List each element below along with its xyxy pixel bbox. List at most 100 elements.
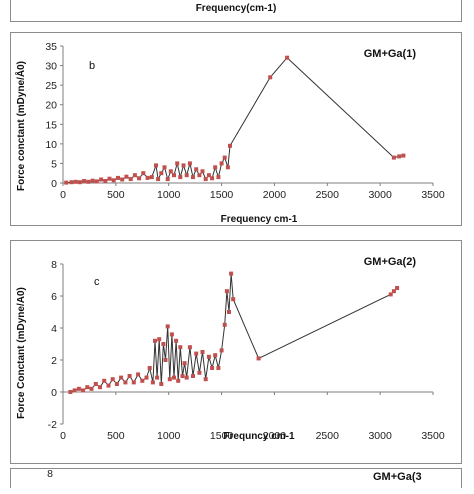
chart-b-point xyxy=(391,155,396,160)
chart-c-point xyxy=(169,332,174,337)
chart-b-point xyxy=(141,171,146,176)
chart-b-point xyxy=(178,175,183,180)
chart-c-point xyxy=(159,382,164,386)
chart-c-point xyxy=(131,380,136,385)
chart-b-x-tick-label: 500 xyxy=(107,189,125,201)
top-panel: Frequency(cm-1) xyxy=(10,0,462,22)
chart-b-svg: 0 500 1000 1500 2000 2500 3000 3500 0 5 10 15 20 25 30… xyxy=(14,41,445,225)
chart-b-y-tick-label: 20 xyxy=(45,100,57,112)
chart-b-ylabel: Force conctant (mDyne/Å0) xyxy=(14,61,27,191)
chart-c-point xyxy=(110,377,115,382)
chart-panel-c: 0 500 1000 1500 2000 2500 3000 3500 -2 0 2 4 6 8 c GM… xyxy=(10,240,462,464)
chart-c-axes xyxy=(62,264,433,424)
chart-c-point xyxy=(182,361,187,366)
chart-c-point xyxy=(256,356,261,361)
chart-b-point xyxy=(116,175,120,180)
chart-c-point xyxy=(140,378,145,383)
chart-d-ytick: 8 xyxy=(47,469,53,480)
chart-b-point xyxy=(168,169,173,174)
chart-c-series-line xyxy=(70,273,398,393)
chart-b-y-tick-label: 35 xyxy=(45,41,57,53)
chart-c-point xyxy=(163,358,168,362)
chart-b-point xyxy=(285,55,290,60)
chart-c-ylabel: Force Conctant (mDyne/A0) xyxy=(16,287,27,419)
chart-c-point xyxy=(224,289,229,294)
chart-b-point xyxy=(94,179,99,184)
chart-c-point xyxy=(227,310,231,314)
chart-c-point xyxy=(194,351,199,356)
chart-b-point xyxy=(401,153,406,158)
chart-c-point xyxy=(167,377,172,382)
chart-b-y-tick-label: 10 xyxy=(45,139,57,151)
chart-b-x-tick-label: 1000 xyxy=(157,189,181,201)
chart-c-y-tick-label: 4 xyxy=(51,323,57,335)
chart-b-point xyxy=(181,163,186,168)
chart-c-markers xyxy=(68,271,400,394)
chart-c-point xyxy=(155,375,160,380)
chart-c-point xyxy=(391,289,396,294)
chart-b-point xyxy=(197,173,202,178)
chart-b-panel-letter: b xyxy=(89,60,95,72)
chart-c-point xyxy=(144,375,149,380)
chart-c-x-tick-label: 3500 xyxy=(421,430,445,442)
chart-c-point xyxy=(68,390,73,394)
chart-b-x-tick-label: 0 xyxy=(60,189,66,201)
chart-c-x-tick-label: 2000 xyxy=(263,430,287,442)
chart-c-point xyxy=(81,388,86,393)
chart-c-point xyxy=(172,375,176,380)
chart-b-point xyxy=(64,180,69,185)
chart-b-point xyxy=(268,75,273,80)
chart-c-point xyxy=(206,354,211,359)
chart-b-point xyxy=(99,177,104,182)
chart-c-point xyxy=(98,385,102,390)
chart-c-y-tick-label: 2 xyxy=(51,355,57,367)
chart-c-point xyxy=(114,382,119,386)
chart-b-y-tick-label: 0 xyxy=(51,178,57,190)
chart-c-point xyxy=(102,378,107,383)
chart-d-series-label: GM+Ga(3 xyxy=(373,471,422,483)
chart-b-point xyxy=(187,161,192,166)
chart-b-y-tick-label: 25 xyxy=(45,80,57,92)
chart-b-point xyxy=(82,179,87,183)
chart-c-point xyxy=(178,345,183,350)
chart-b-point xyxy=(128,177,133,182)
chart-c-point xyxy=(150,380,155,385)
chart-b-point xyxy=(137,176,142,181)
chart-panel-b: 0 500 1000 1500 2000 2500 3000 3500 0 5 10 15 20 25 30… xyxy=(10,32,462,226)
chart-b-y-tick-label: 30 xyxy=(45,61,57,73)
chart-b-point xyxy=(225,165,230,170)
chart-b-ticks: 0 500 1000 1500 2000 2500 3000 3500 0 5 10 15 20 25 30… xyxy=(45,41,445,201)
chart-b-point xyxy=(111,178,116,183)
chart-b-point xyxy=(210,176,215,181)
chart-d-svg: 8 GM+Ga(3 xyxy=(47,468,422,483)
chart-b-point xyxy=(175,161,180,166)
chart-c-y-tick-label: 8 xyxy=(51,259,57,271)
chart-b-point xyxy=(228,143,232,148)
chart-b-point xyxy=(165,177,170,182)
chart-c-x-tick-label: 1000 xyxy=(157,430,181,442)
chart-c-x-tick-label: 2500 xyxy=(316,430,340,442)
chart-b-x-tick-label: 2000 xyxy=(263,189,287,201)
chart-c-point xyxy=(93,382,98,386)
chart-b-y-tick-label: 15 xyxy=(45,119,57,131)
chart-b-y-tick-label: 5 xyxy=(51,158,57,170)
chart-b-point xyxy=(159,171,164,176)
chart-b-point xyxy=(149,175,154,180)
chart-c-point xyxy=(184,375,189,380)
chart-c-point xyxy=(395,286,400,290)
chart-b-x-tick-label: 3000 xyxy=(368,189,392,201)
chart-b-point xyxy=(124,174,129,179)
chart-c-point xyxy=(210,366,215,370)
chart-c-panel-letter: c xyxy=(94,276,100,288)
chart-c-point xyxy=(76,386,81,391)
chart-c-point xyxy=(174,338,179,343)
chart-b-point xyxy=(73,179,78,184)
chart-b-point xyxy=(219,161,224,166)
chart-b-point xyxy=(77,180,82,185)
chart-c-point xyxy=(72,388,77,393)
chart-b-point xyxy=(86,179,91,184)
chart-c-point xyxy=(165,324,170,329)
chart-b-point xyxy=(103,179,108,183)
chart-c-point xyxy=(85,385,90,390)
